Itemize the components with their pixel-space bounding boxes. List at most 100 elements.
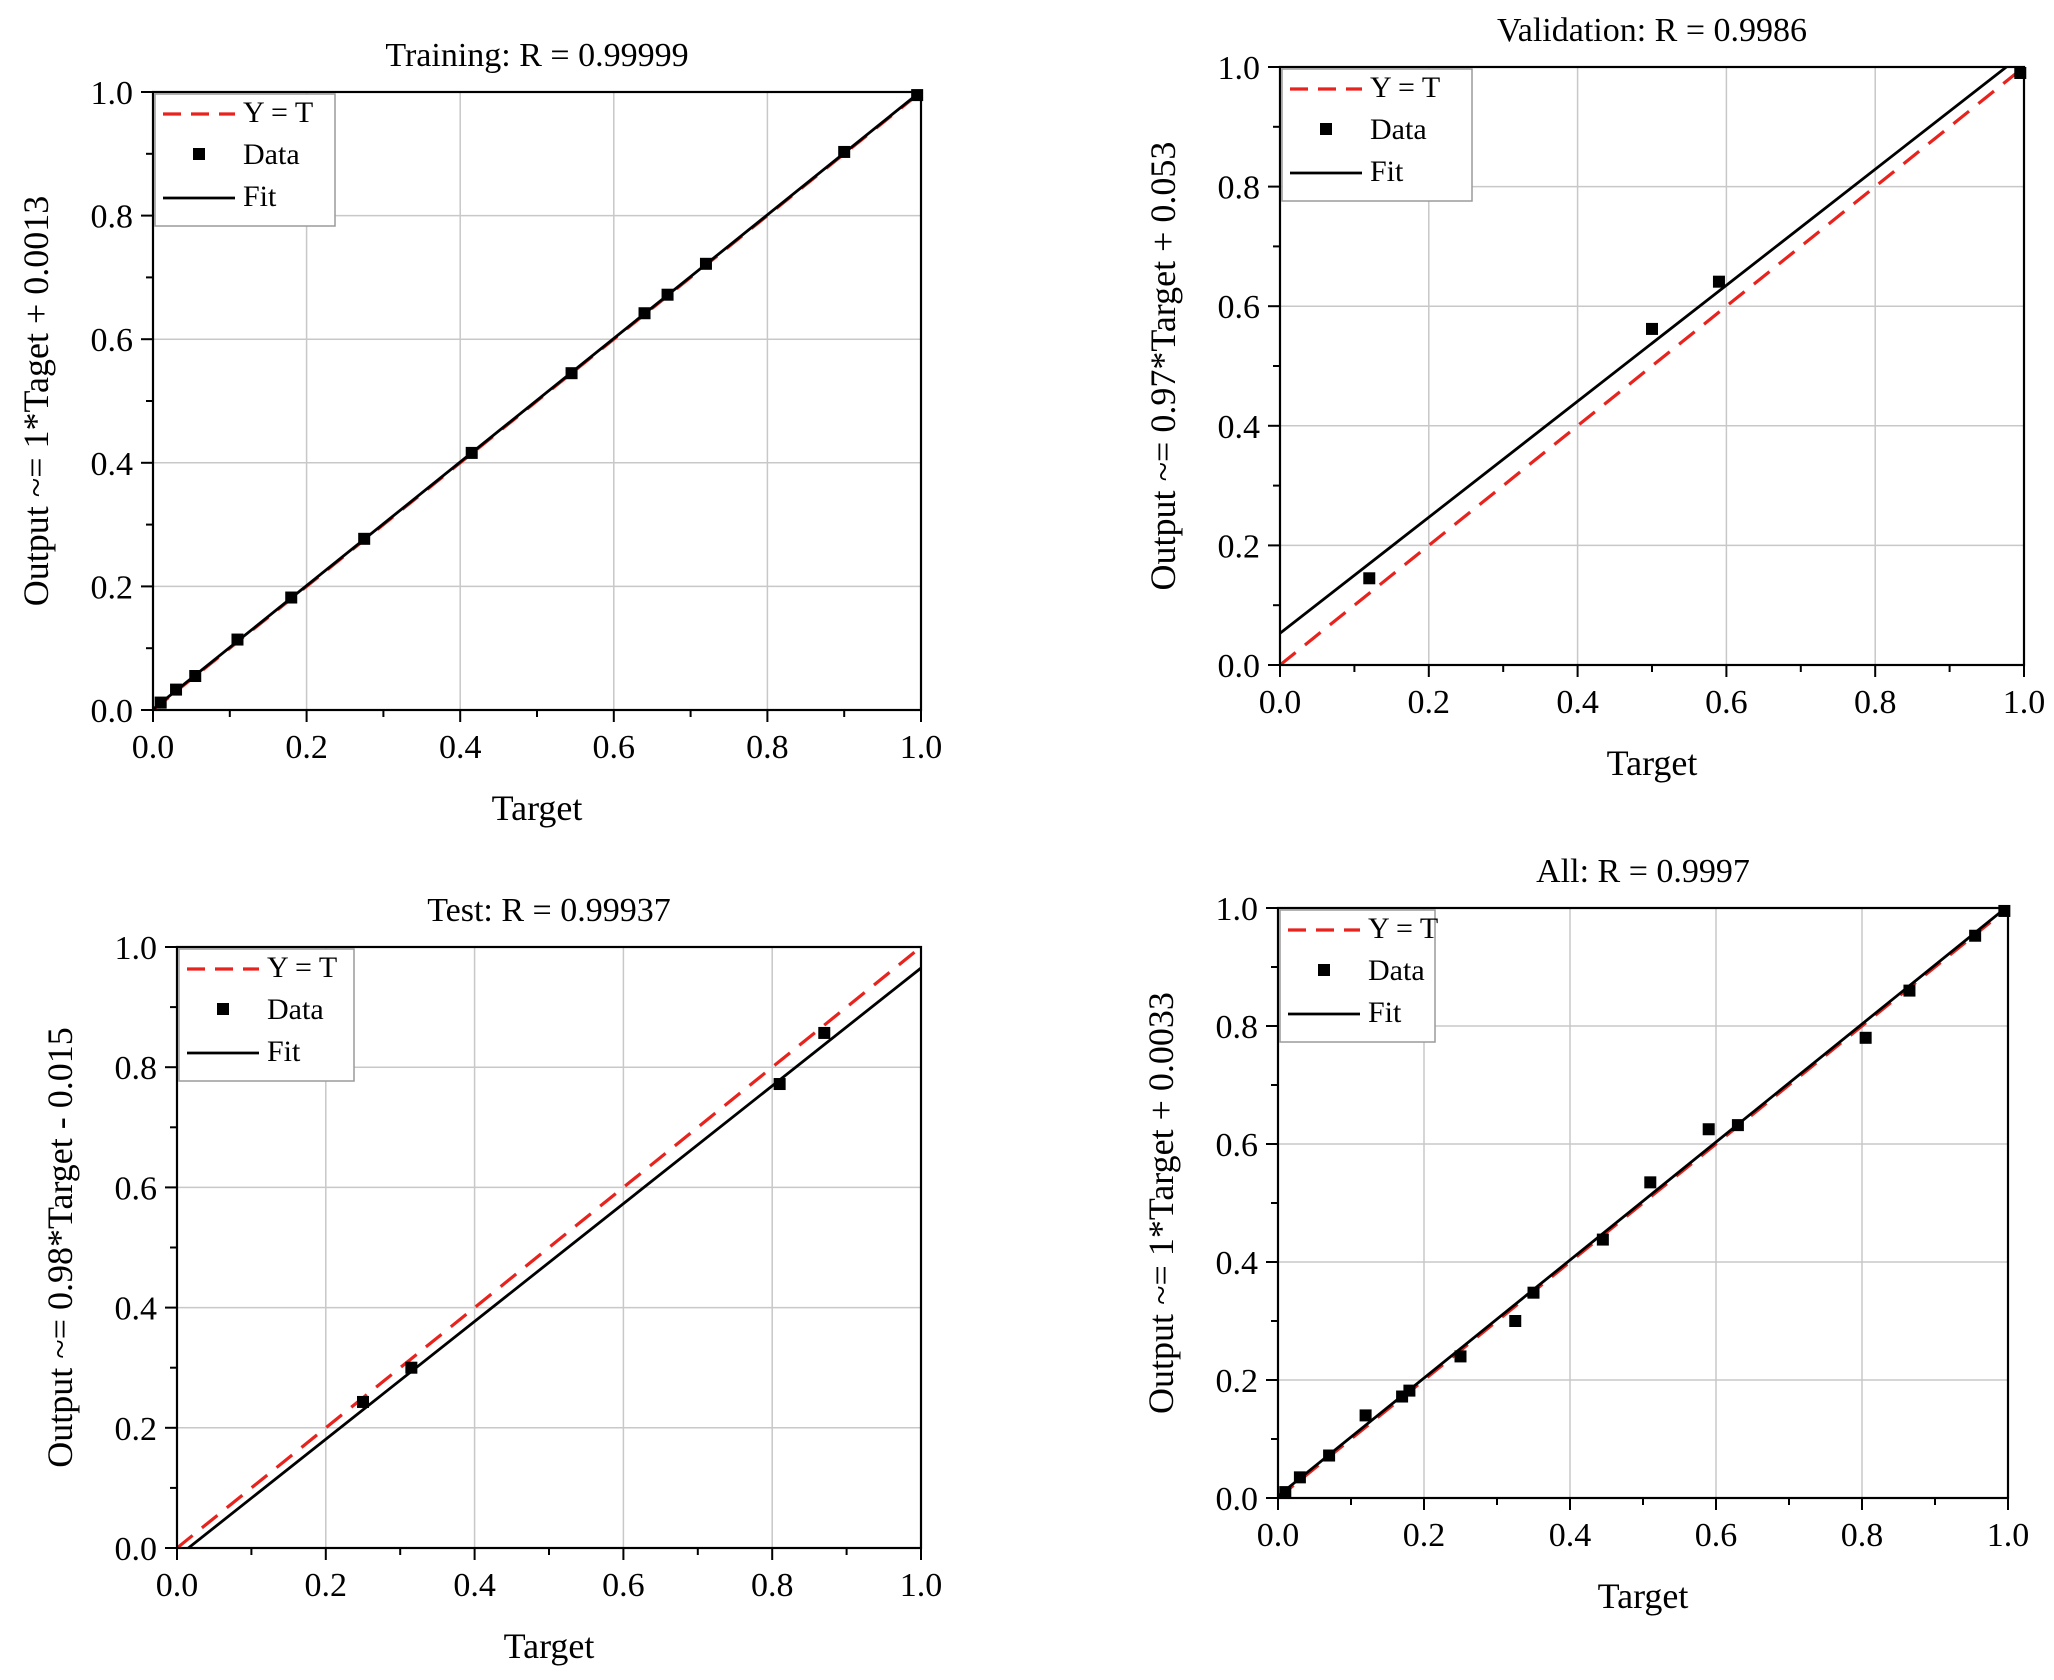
y-tick-label: 0.4 xyxy=(91,446,134,483)
plot-lines xyxy=(177,947,921,1548)
legend-data-label: Data xyxy=(267,993,324,1026)
data-point xyxy=(1859,1031,1872,1044)
y-tick-label: 1.0 xyxy=(1218,50,1261,87)
data-point xyxy=(285,591,298,604)
legend: Y = T Data Fit xyxy=(154,93,336,227)
y-tick-label: 0.2 xyxy=(1218,528,1261,565)
legend-data-swatch xyxy=(217,1003,229,1015)
x-tick-label: 0.0 xyxy=(1257,1517,1300,1554)
x-tick-label: 0.6 xyxy=(602,1567,645,1604)
data-point xyxy=(1279,1486,1292,1499)
y-tick-label: 0.2 xyxy=(91,569,134,606)
y-tick-label: 0.4 xyxy=(1218,409,1261,446)
panel-validation: 0.00.0 0.2 0.2 0.4 0.4 0.6 0.6 0.8 0.8 1.0 1.0 Vali… xyxy=(1143,12,2045,783)
x-tick-label: 0.0 xyxy=(156,1567,199,1604)
y-axis-label: Output ~= 0.98*Target - 0.015 xyxy=(40,1027,80,1468)
legend-yt-label: Y = T xyxy=(267,951,337,984)
data-point xyxy=(1527,1286,1540,1299)
y-tick-label: 0.6 xyxy=(1216,1127,1259,1164)
y-tick-label: 0.0 xyxy=(1216,1481,1259,1518)
fit-line xyxy=(186,966,921,1548)
x-tick-label: 1.0 xyxy=(2003,684,2046,721)
data-point xyxy=(661,288,674,301)
x-tick-label: 0.2 xyxy=(285,729,328,766)
legend-data-swatch xyxy=(1320,123,1332,135)
y-equals-t-line xyxy=(1278,908,2008,1498)
x-tick-label: 0.6 xyxy=(593,729,636,766)
legend: Y = T Data Fit xyxy=(1279,909,1438,1043)
data-point xyxy=(1509,1315,1522,1327)
x-tick-label: 0.4 xyxy=(439,729,482,766)
y-tick-label: 0.4 xyxy=(115,1291,158,1328)
x-axis-label: Target xyxy=(504,1626,595,1666)
data-point xyxy=(1969,929,1982,942)
data-point xyxy=(154,696,167,709)
x-tick-label: 0.2 xyxy=(1403,1517,1446,1554)
x-tick-label: 0.8 xyxy=(1841,1517,1884,1554)
x-tick-label: 0.8 xyxy=(1854,684,1897,721)
x-tick-label: 0.8 xyxy=(751,1567,794,1604)
y-tick-label: 0.0 xyxy=(1218,648,1261,685)
data-point xyxy=(1323,1449,1336,1462)
y-tick-label: 0.0 xyxy=(115,1531,158,1568)
x-tick-label: 0.4 xyxy=(453,1567,496,1604)
legend-yt-label: Y = T xyxy=(1368,912,1438,945)
legend-fit-label: Fit xyxy=(1370,155,1404,188)
y-tick-label: 0.2 xyxy=(1216,1363,1259,1400)
legend-box xyxy=(1279,909,1436,1043)
x-tick-label: 1.0 xyxy=(900,729,943,766)
data-point xyxy=(565,367,578,380)
data-point xyxy=(357,1395,369,1408)
x-tick-label: 0.0 xyxy=(1259,684,1302,721)
x-axis-label: Target xyxy=(1598,1576,1689,1616)
x-tick-label: 0.6 xyxy=(1705,684,1748,721)
data-point xyxy=(1712,275,1725,288)
legend-data-label: Data xyxy=(1368,954,1425,987)
chart-title: Validation: R = 0.9986 xyxy=(1497,12,1807,49)
x-axis-label: Target xyxy=(492,788,583,828)
data-point xyxy=(638,307,651,320)
legend-data-swatch xyxy=(1318,964,1330,976)
legend-box xyxy=(154,93,336,227)
y-tick-label: 0.4 xyxy=(1216,1245,1259,1282)
legend-data-label: Data xyxy=(243,138,300,171)
data-point xyxy=(699,257,712,270)
fit-line xyxy=(1280,67,2009,635)
chart-title: Test: R = 0.99937 xyxy=(427,892,670,929)
y-tick-label: 0.8 xyxy=(115,1050,158,1087)
y-axis-label: Output ~= 0.97*Target + 0.053 xyxy=(1143,142,1183,591)
x-tick-label: 1.0 xyxy=(1987,1517,2030,1554)
panel-training: 0.00.0 0.2 0.2 0.4 0.4 0.6 0.6 0.8 0.8 1.0 1.0 Trai… xyxy=(16,37,942,828)
legend: Y = T Data Fit xyxy=(1281,68,1473,202)
legend-fit-label: Fit xyxy=(243,180,277,213)
data-point xyxy=(170,683,183,696)
legend-fit-label: Fit xyxy=(267,1035,301,1068)
fit-line xyxy=(153,92,921,710)
panel-test: 0.00.0 0.2 0.2 0.4 0.4 0.6 0.6 0.8 0.8 1.0 1.0 Test… xyxy=(40,892,942,1666)
y-tick-label: 0.6 xyxy=(1218,289,1261,326)
data-point xyxy=(838,145,851,158)
data-point xyxy=(1644,1176,1657,1189)
legend-fit-label: Fit xyxy=(1368,996,1402,1029)
y-tick-label: 0.8 xyxy=(91,199,134,236)
data-point xyxy=(1363,572,1376,585)
chart-title: Training: R = 0.99999 xyxy=(385,37,688,74)
data-point xyxy=(1646,322,1658,335)
legend-box xyxy=(1281,68,1473,202)
y-tick-label: 1.0 xyxy=(115,930,158,967)
legend-box xyxy=(178,948,355,1082)
y-tick-label: 0.8 xyxy=(1218,170,1261,207)
x-axis-label: Target xyxy=(1607,743,1698,783)
legend-data-swatch xyxy=(193,148,205,160)
y-axis-label: Output ~= 1*Target + 0.0033 xyxy=(1141,992,1181,1414)
plot-lines xyxy=(1280,67,2024,665)
data-point xyxy=(1731,1119,1744,1132)
y-tick-label: 1.0 xyxy=(1216,891,1259,928)
y-tick-label: 1.0 xyxy=(91,75,134,112)
data-point xyxy=(773,1078,786,1091)
data-point xyxy=(818,1026,831,1039)
data-point xyxy=(1454,1350,1467,1363)
x-tick-label: 0.2 xyxy=(305,1567,348,1604)
data-point xyxy=(358,532,371,545)
